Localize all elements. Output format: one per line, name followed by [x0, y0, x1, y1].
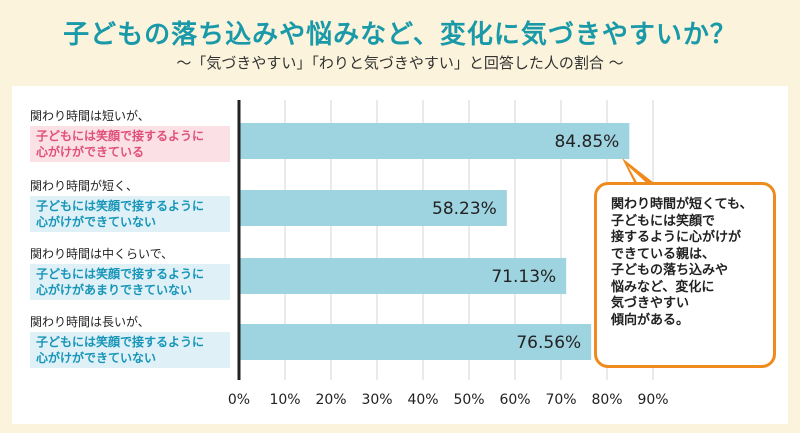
row-label-1-box-line2: 心がけができている: [36, 145, 145, 159]
callout-line-6: 悩みなど、変化に: [611, 279, 715, 295]
x-tick-label-2: 20%: [315, 392, 346, 408]
row-label-3-box-line1: 子どもには笑顔で接するように: [36, 267, 205, 281]
callout-box: 関わり時間が短くても、 子どもには笑顔で 接するように心がけが できている親は、…: [594, 182, 776, 368]
callout-line-5: 子どもの落ち込みや: [611, 263, 729, 278]
x-tick-label-3: 30%: [361, 392, 392, 408]
bar-2: [239, 190, 507, 226]
row-label-2-box-line2: 心がけができていない: [36, 215, 157, 229]
bar-3: [239, 258, 567, 294]
row-label-4-line1: 関わり時間は長いが、: [30, 315, 150, 329]
row-label-4-box-line1: 子どもには笑顔で接するように: [36, 335, 205, 349]
chart-subtitle: 〜「気づきやすい」「わりと気づきやすい」と回答した人の割合 〜: [176, 54, 624, 72]
row-label-1-line1: 関わり時間は短いが、: [30, 109, 150, 123]
row-label-2-line1: 関わり時間が短く、: [30, 179, 139, 193]
row-label-4-box-line2: 心がけができていない: [36, 351, 157, 365]
chart-title: 子どもの落ち込みや悩みなど、変化に気づきやすいか？: [63, 20, 737, 50]
x-tick-label-8: 80%: [591, 392, 622, 408]
row-label-2-box-line1: 子どもには笑顔で接するように: [36, 199, 205, 213]
callout-line-1: 関わり時間が短くても、: [611, 197, 753, 212]
bar-4: [239, 324, 592, 360]
row-label-3-box: 子どもには笑顔で接するように 心がけがあまりできていない: [30, 264, 230, 300]
callout-line-4: できている親は、: [611, 246, 716, 262]
x-tick-label-1: 10%: [269, 392, 300, 408]
bar-value-label-4: 76.56%: [516, 333, 581, 353]
x-tick-label-0: 0%: [228, 392, 250, 408]
row-label-2: 関わり時間が短く、 子どもには笑顔で接するように 心がけができていない: [30, 178, 230, 232]
callout-line-7: 気づきやすい: [611, 296, 690, 311]
row-label-1-box-line1: 子どもには笑顔で接するように: [36, 129, 205, 143]
row-label-4-box: 子どもには笑顔で接するように 心がけができていない: [30, 332, 230, 368]
x-tick-label-7: 70%: [545, 392, 576, 408]
bar-1: [239, 123, 630, 159]
x-tick-label-9: 90%: [637, 392, 668, 408]
row-label-3-line1: 関わり時間は中くらいで、: [30, 247, 174, 261]
bar-value-label-3: 71.13%: [491, 267, 556, 287]
callout-line-8: 傾向がある。: [611, 312, 690, 328]
bar-value-label-2: 58.23%: [432, 199, 497, 219]
callout-line-2: 子どもには笑顔で: [611, 213, 716, 229]
x-tick-label-6: 60%: [499, 392, 530, 408]
x-tick-label-5: 50%: [453, 392, 484, 408]
row-label-3: 関わり時間は中くらいで、 子どもには笑顔で接するように 心がけがあまりできていな…: [30, 246, 230, 300]
row-label-1: 関わり時間は短いが、 子どもには笑顔で接するように 心がけができている: [30, 108, 230, 162]
bar-value-label-1: 84.85%: [554, 132, 619, 152]
callout-line-3: 接するように心がけが: [611, 230, 742, 245]
row-label-3-box-line2: 心がけがあまりできていない: [36, 283, 193, 297]
row-label-1-box: 子どもには笑顔で接するように 心がけができている: [30, 126, 230, 162]
row-label-4: 関わり時間は長いが、 子どもには笑顔で接するように 心がけができていない: [30, 314, 230, 368]
x-tick-label-4: 40%: [407, 392, 438, 408]
row-label-2-box: 子どもには笑顔で接するように 心がけができていない: [30, 196, 230, 232]
